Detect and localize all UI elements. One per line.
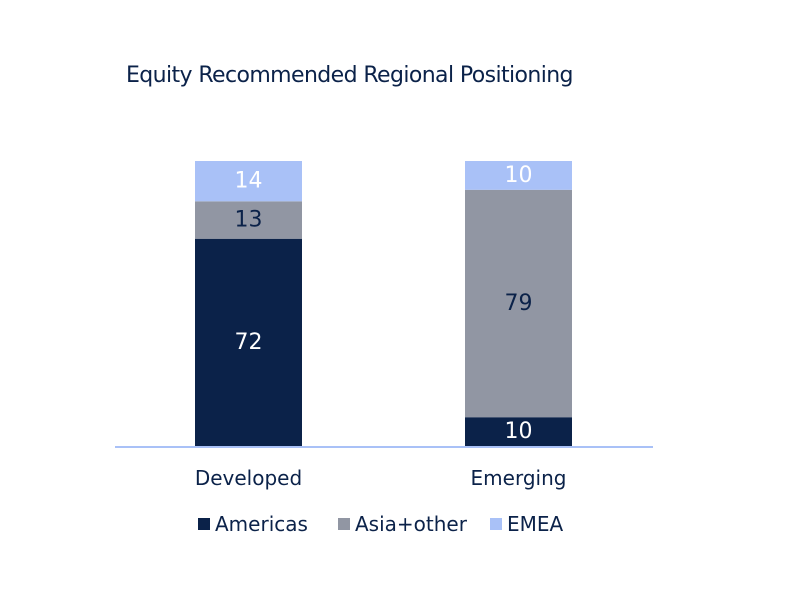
category-labels: Developed Emerging bbox=[195, 466, 567, 490]
bar-segment-developed-americas bbox=[195, 238, 302, 446]
category-label-developed: Developed bbox=[195, 466, 302, 490]
legend-label-americas: Americas bbox=[215, 512, 308, 536]
bar-segment-emerging-americas bbox=[465, 417, 572, 446]
legend-label-emea: EMEA bbox=[507, 512, 564, 536]
bars-layer: 72 13 14 10 79 10 bbox=[195, 161, 572, 446]
bar-segment-emerging-emea bbox=[465, 161, 572, 190]
bar-segment-developed-emea bbox=[195, 161, 302, 202]
legend-swatch-americas bbox=[198, 518, 210, 530]
legend: Americas Asia+other EMEA bbox=[198, 512, 564, 536]
category-label-emerging: Emerging bbox=[471, 466, 567, 490]
bar-segment-emerging-asia-other bbox=[465, 189, 572, 418]
legend-swatch-asia-other bbox=[338, 518, 350, 530]
data-label-developed-asia-other: 13 bbox=[235, 208, 263, 233]
data-label-emerging-emea: 10 bbox=[505, 163, 533, 188]
legend-label-asia-other: Asia+other bbox=[355, 512, 468, 536]
chart-title: Equity Recommended Regional Positioning bbox=[126, 63, 573, 88]
data-label-developed-emea: 14 bbox=[235, 169, 263, 194]
bar-segment-developed-asia-other bbox=[195, 201, 302, 239]
legend-swatch-emea bbox=[490, 518, 502, 530]
data-label-emerging-asia-other: 79 bbox=[505, 291, 533, 316]
data-label-developed-americas: 72 bbox=[235, 330, 263, 355]
data-label-emerging-americas: 10 bbox=[505, 419, 533, 444]
